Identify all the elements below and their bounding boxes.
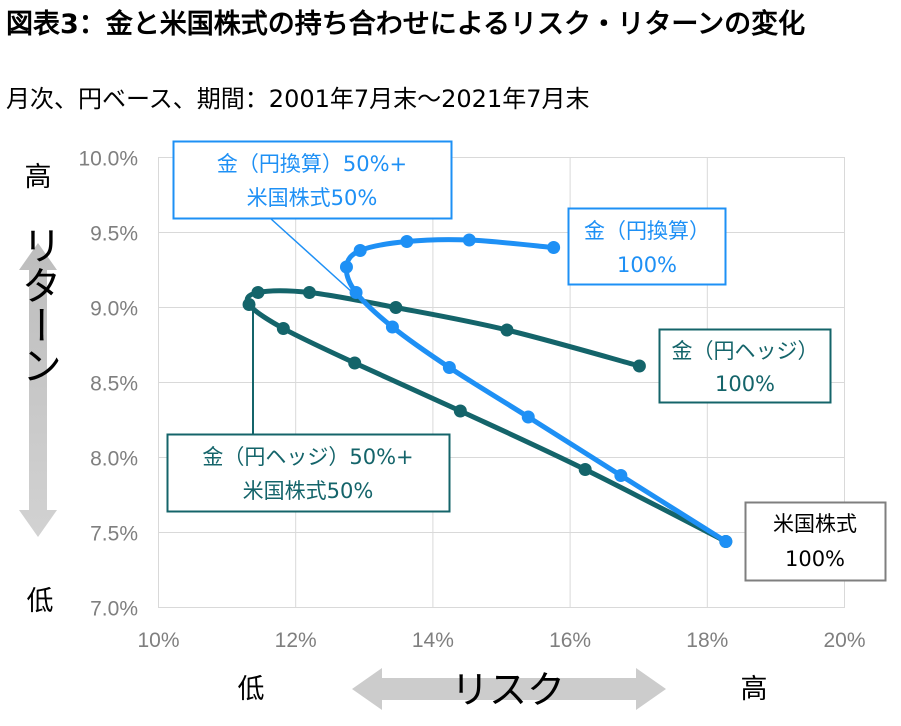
data-point-blue bbox=[547, 241, 561, 254]
series-layer bbox=[242, 233, 733, 548]
data-point-teal bbox=[348, 356, 362, 370]
data-point-blue bbox=[462, 233, 476, 247]
risk-low-label: 低 bbox=[238, 674, 265, 705]
data-point-teal bbox=[302, 286, 316, 299]
callout-teal-mix: 金（円ヘッジ）50%+ 米国株式50% bbox=[166, 433, 451, 513]
y-tick-label: 7.5% bbox=[90, 523, 138, 546]
callout-blue-mix-line1: 金（円換算）50%+ bbox=[217, 152, 407, 176]
callout-us-stocks-line2: 100% bbox=[785, 547, 845, 571]
blue-mix-leader bbox=[269, 217, 354, 294]
x-tick-label: 14% bbox=[412, 629, 454, 652]
risk-axis-label: リスク bbox=[451, 668, 565, 712]
callout-teal-gold-line2: 100% bbox=[715, 372, 775, 396]
return-axis-label: リターン bbox=[15, 225, 61, 385]
data-point-blue bbox=[349, 286, 363, 299]
data-point-teal bbox=[578, 463, 592, 476]
return-high-label: 高 bbox=[25, 162, 52, 193]
x-tick-label: 10% bbox=[137, 629, 179, 652]
callout-blue-gold: 金（円換算） 100% bbox=[567, 207, 727, 286]
data-point-blue bbox=[521, 410, 535, 424]
y-tick-label: 7.0% bbox=[90, 598, 138, 621]
data-point-blue bbox=[339, 260, 353, 274]
data-point-blue bbox=[442, 361, 456, 374]
risk-axis-arrow bbox=[352, 668, 666, 710]
return-axis-arrow bbox=[19, 243, 57, 537]
y-tick-labels: 10.0% 9.5% 9.0% 8.5% 8.0% 7.5% 7.0% bbox=[78, 148, 138, 621]
data-point-blue bbox=[353, 244, 367, 257]
callout-us-stocks: 米国株式 100% bbox=[744, 501, 887, 582]
data-point-teal bbox=[276, 322, 290, 335]
callout-blue-mix-line2: 米国株式50% bbox=[247, 186, 378, 210]
callout-teal-mix-line1: 金（円ヘッジ）50%+ bbox=[202, 445, 413, 469]
data-point-teal bbox=[389, 301, 403, 314]
data-point-blue bbox=[400, 235, 414, 248]
return-low-label: 低 bbox=[27, 586, 54, 617]
data-point-teal bbox=[453, 404, 467, 418]
y-tick-label: 9.5% bbox=[90, 223, 138, 246]
y-tick-label: 8.5% bbox=[90, 373, 138, 396]
plot-frame bbox=[158, 157, 845, 608]
x-tick-label: 20% bbox=[823, 629, 865, 652]
series-line-blue bbox=[343, 237, 729, 544]
callout-us-stocks-line1: 米国株式 bbox=[773, 512, 857, 536]
chart-subtitle: 月次、円ベース、期間：2001年7月末～2021年7月末 bbox=[6, 85, 590, 113]
x-tick-label: 18% bbox=[686, 629, 728, 652]
callout-blue-gold-line2: 100% bbox=[617, 253, 677, 277]
data-point-blue bbox=[385, 320, 399, 334]
y-tick-label: 10.0% bbox=[78, 148, 138, 171]
data-point-teal bbox=[500, 323, 514, 337]
x-tick-label: 16% bbox=[549, 629, 591, 652]
data-point-blue bbox=[614, 469, 628, 482]
data-point-teal bbox=[632, 359, 646, 373]
data-point-blue bbox=[719, 535, 733, 548]
y-tick-label: 9.0% bbox=[90, 298, 138, 321]
chart-title: 図表3：金と米国株式の持ち合わせによるリスク・リターンの変化 bbox=[6, 9, 806, 40]
data-point-teal bbox=[251, 286, 265, 299]
x-tick-label: 12% bbox=[275, 629, 317, 652]
callout-teal-mix-line2: 米国株式50% bbox=[243, 479, 374, 503]
callout-teal-gold-line1: 金（円ヘッジ） bbox=[672, 339, 819, 363]
risk-high-label: 高 bbox=[741, 674, 768, 705]
callout-blue-gold-line1: 金（円換算） bbox=[584, 219, 710, 243]
x-tick-labels: 10% 12% 14% 16% 18% 20% bbox=[137, 629, 865, 652]
callout-blue-mix: 金（円換算）50%+ 米国株式50% bbox=[172, 140, 453, 220]
y-tick-label: 8.0% bbox=[90, 448, 138, 471]
callout-teal-gold: 金（円ヘッジ） 100% bbox=[658, 328, 832, 404]
